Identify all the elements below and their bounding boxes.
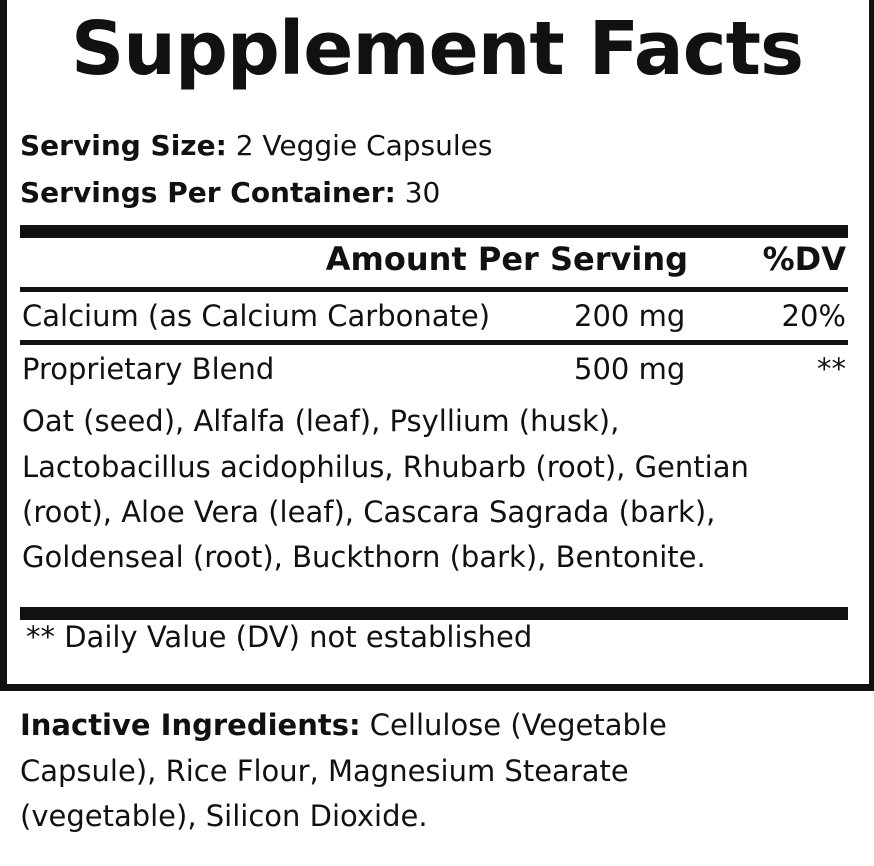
nutrient-amount: 200 mg xyxy=(574,299,686,333)
supplement-facts-panel xyxy=(0,0,874,691)
servings-per-container-label: Servings Per Container: xyxy=(20,176,396,209)
blend-ingredients-line: (root), Aloe Vera (leaf), Cascara Sagrad… xyxy=(22,495,716,529)
serving-size: Serving Size: 2 Veggie Capsules xyxy=(20,132,492,160)
servings-per-container: Servings Per Container: 30 xyxy=(20,179,440,207)
panel-title: Supplement Facts xyxy=(70,6,804,92)
inactive-label: Inactive Ingredients: xyxy=(20,708,361,742)
divider xyxy=(20,340,848,345)
servings-per-container-value: 30 xyxy=(395,176,441,209)
dv-header: %DV xyxy=(762,240,846,278)
amount-header: Amount Per Serving xyxy=(325,240,688,278)
blend-ingredients-line: Lactobacillus acidophilus, Rhubarb (root… xyxy=(22,450,749,484)
divider xyxy=(20,287,848,292)
serving-size-value: 2 Veggie Capsules xyxy=(226,129,493,162)
blend-amount: 500 mg xyxy=(574,352,686,386)
inactive-line: Cellulose (Vegetable xyxy=(360,708,667,742)
nutrient-dv: 20% xyxy=(781,299,846,333)
blend-dv: ** xyxy=(817,352,846,386)
thick-divider xyxy=(20,607,848,620)
blend-ingredients-line: Oat (seed), Alfalfa (leaf), Psyllium (hu… xyxy=(22,404,620,438)
blend-name: Proprietary Blend xyxy=(22,352,275,386)
inactive-line: Capsule), Rice Flour, Magnesium Stearate xyxy=(20,754,629,788)
footnote: ** Daily Value (DV) not established xyxy=(26,620,533,654)
inactive-line: (vegetable), Silicon Dioxide. xyxy=(20,799,428,833)
serving-size-label: Serving Size: xyxy=(20,129,227,162)
blend-ingredients-line: Goldenseal (root), Buckthorn (bark), Ben… xyxy=(22,540,706,574)
thick-divider xyxy=(20,225,848,238)
nutrient-name: Calcium (as Calcium Carbonate) xyxy=(22,299,491,333)
inactive-ingredients: Inactive Ingredients: Cellulose (Vegetab… xyxy=(20,711,667,740)
